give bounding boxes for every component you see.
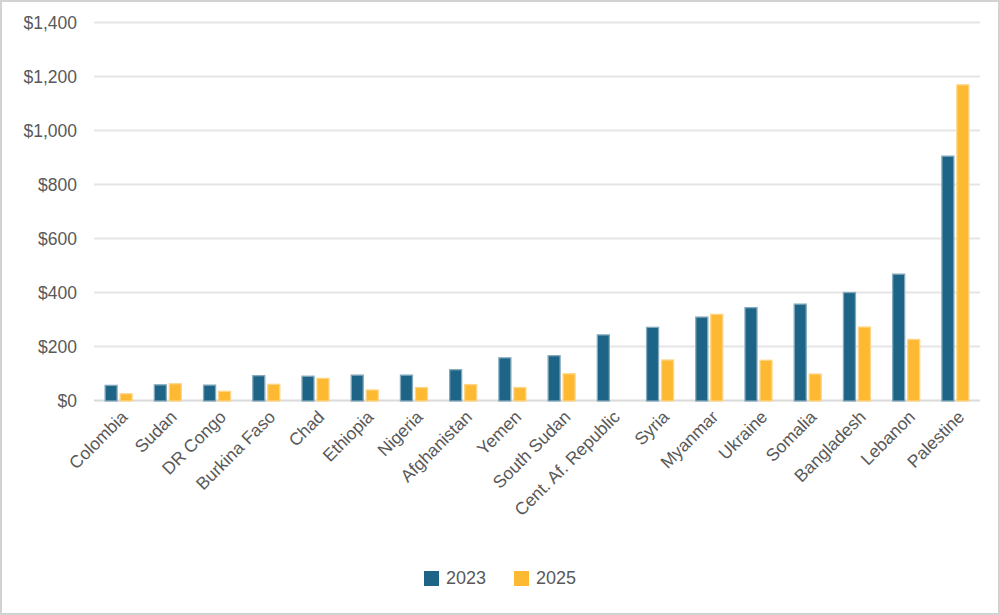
legend-label-2025: 2025	[536, 568, 576, 589]
bar-2023-south-sudan	[548, 356, 560, 401]
bar-2023-nigeria	[400, 375, 412, 401]
bar-chart-canvas: $0 $200 $400 $600 $800 $1,000 $1,200 $1,400 Colo…	[0, 0, 1000, 615]
x-label-chad: Chad	[285, 407, 329, 451]
bar-2025-south-sudan	[563, 374, 575, 401]
x-label-ukraine: Ukraine	[715, 407, 772, 464]
bar-2025-sudan	[169, 384, 181, 401]
y-tick-label-400: $400	[38, 283, 77, 303]
bar-2023-sudan	[154, 385, 166, 401]
y-tick-label-600: $600	[38, 229, 77, 249]
legend-swatch-2023-icon	[424, 571, 439, 586]
x-label-syria: Syria	[631, 407, 674, 450]
legend-item-2025: 2025	[514, 568, 576, 589]
bar-2025-afghanistan	[465, 385, 477, 401]
bar-2023-afghanistan	[450, 370, 462, 401]
y-tick-label-1200: $1,200	[23, 67, 77, 87]
bar-2025-nigeria	[415, 388, 427, 401]
y-tick-label-1000: $1,000	[23, 121, 77, 141]
bar-2025-ukraine	[760, 360, 772, 401]
bar-2023-cent-af-republic	[597, 335, 609, 401]
y-tick-label-1400: $1,400	[23, 13, 77, 33]
bar-2023-lebanon	[893, 274, 905, 401]
bar-2025-chad	[317, 378, 329, 401]
bar-2025-colombia	[120, 394, 132, 401]
bar-2023-ukraine	[745, 308, 757, 401]
bar-2023-colombia	[105, 385, 117, 401]
chart-frame: $0 $200 $400 $600 $800 $1,000 $1,200 $1,400 Colo…	[0, 0, 1000, 615]
bar-2025-dr-congo	[219, 391, 231, 401]
x-label-colombia: Colombia	[65, 407, 132, 474]
bar-2023-myanmar	[696, 317, 708, 401]
y-tick-label-0: $0	[58, 391, 78, 411]
bar-2023-chad	[302, 376, 314, 401]
bar-2023-ethiopia	[351, 375, 363, 401]
y-tick-label-800: $800	[38, 175, 77, 195]
legend-label-2023: 2023	[446, 568, 486, 589]
bar-2025-syria	[662, 360, 674, 401]
bar-2025-yemen	[514, 388, 526, 401]
bar-2025-palestine	[957, 85, 969, 401]
bar-2025-burkina-faso	[268, 384, 280, 401]
bar-2023-somalia	[794, 304, 806, 401]
bar-2023-bangladesh	[843, 293, 855, 402]
bar-2023-yemen	[499, 358, 511, 401]
bar-2025-bangladesh	[858, 327, 870, 401]
bar-2023-dr-congo	[204, 385, 216, 401]
bar-2023-syria	[647, 327, 659, 401]
bar-2025-somalia	[809, 374, 821, 401]
chart-legend: 2023 2025	[0, 568, 1000, 589]
bar-2025-lebanon	[908, 339, 920, 401]
legend-item-2023: 2023	[424, 568, 486, 589]
bar-2023-burkina-faso	[253, 376, 265, 401]
y-tick-label-200: $200	[38, 337, 77, 357]
x-label-ethiopia: Ethiopia	[319, 407, 378, 466]
bar-2025-ethiopia	[366, 390, 378, 401]
legend-swatch-2025-icon	[514, 571, 529, 586]
bar-2023-palestine	[942, 156, 954, 401]
bar-2025-myanmar	[711, 314, 723, 401]
